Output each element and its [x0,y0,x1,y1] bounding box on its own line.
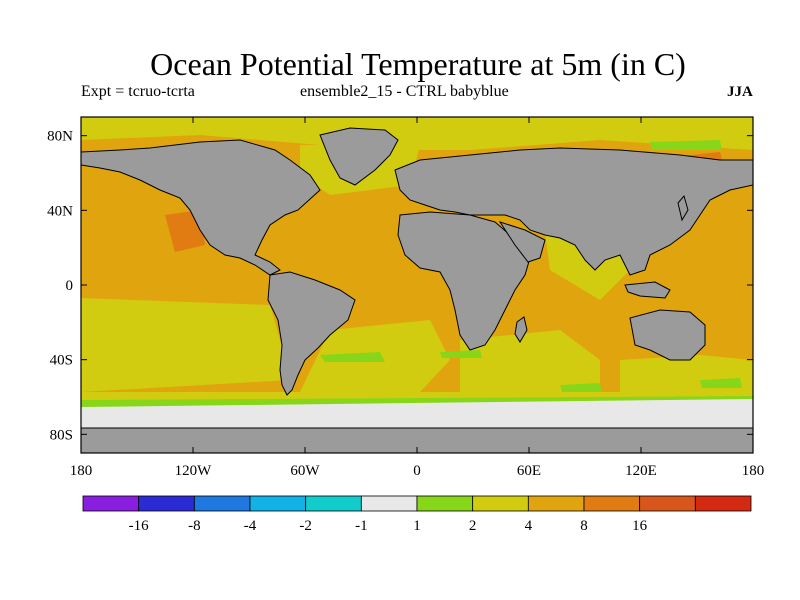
map-plot-area [81,117,753,453]
africa [397,211,531,351]
lat-tick-label: 40N [47,203,73,219]
longitude-axis: 180 120W 60W 0 60E 120E 180 [70,117,765,479]
colorbar-swatch [193,495,251,512]
colorbar-swatch [138,495,195,512]
lon-tick-label: 180 [742,463,765,479]
colorbar-swatch [639,495,696,512]
lon-tick-label: 60E [517,463,541,479]
colorbar-label: 4 [525,518,533,534]
colorbar-swatch [416,495,474,512]
lat-tick-label: 80N [47,129,73,145]
australia [629,309,706,361]
lat-tick-label: 80S [50,427,73,443]
colorbar-label: 1 [413,518,421,534]
lon-tick-label: 0 [413,463,421,479]
colorbar-label: 2 [469,518,477,534]
colorbar-swatch [694,495,752,512]
lon-tick-label: 120E [625,463,657,479]
lon-tick-label: 180 [70,463,93,479]
colorbar-swatch [583,495,641,512]
colorbar-label: -2 [299,518,312,534]
south-america [267,271,356,396]
arabia [498,221,546,263]
experiment-label: Expt = tcruo-tcrta [81,83,195,100]
indonesia [624,281,671,299]
colorbar-swatch [472,495,529,512]
madagascar [514,316,528,343]
land-masses [81,127,753,453]
japan [677,194,689,222]
lon-tick-label: 60W [290,463,320,479]
latitude-axis: 80N 40N 0 40S 80S [47,129,753,443]
lon-tick-label: 120W [175,463,213,479]
colorbar-swatch [305,495,362,512]
colorbar-label: -1 [355,518,368,534]
season-label: JJA [727,84,753,100]
colorbar-label: -4 [244,518,257,534]
colorbar-label: 8 [580,518,588,534]
colorbar-swatch [360,495,418,512]
north-america [81,139,321,276]
colorbar-label: 16 [632,518,648,534]
colorbar-swatch [82,495,140,512]
colorbar-swatch [249,495,307,512]
colorbar-swatch [527,495,585,512]
greenland [319,127,399,186]
ensemble-label: ensemble2_15 - CTRL babyblue [300,83,509,100]
lat-tick-label: 0 [66,278,74,294]
lat-tick-label: 40S [50,353,73,369]
colorbar-label: -16 [129,518,149,534]
antarctica [81,427,753,453]
colorbar: -16 -8 -4 -2 -1 1 2 4 8 16 [82,495,752,534]
colorbar-label: -8 [188,518,201,534]
map-title: Ocean Potential Temperature at 5m (in C) [150,46,686,82]
antarctic-band [81,399,753,428]
